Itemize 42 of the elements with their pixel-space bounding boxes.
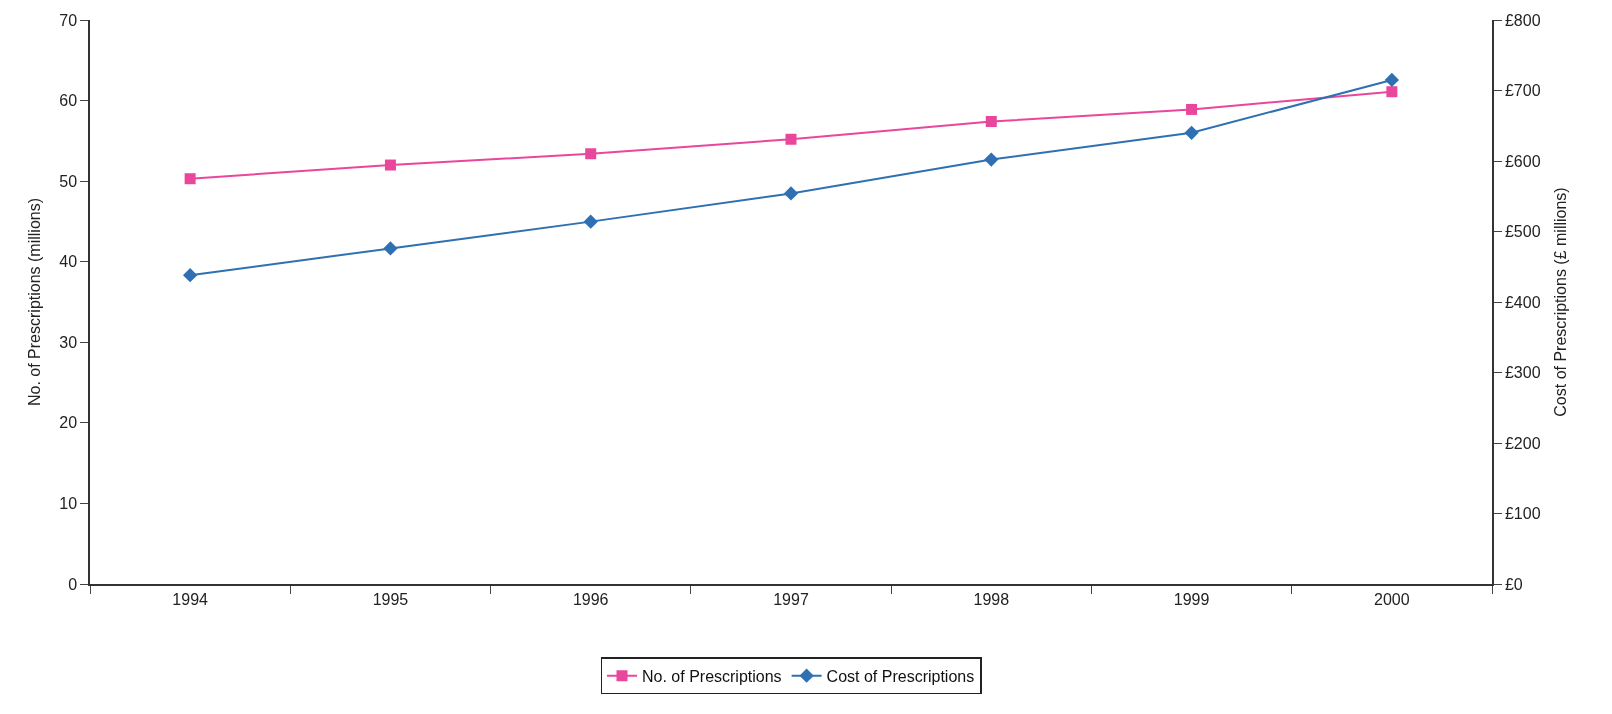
point [383,241,398,256]
y-tick-label: 40 [59,253,78,271]
y2-tick-label: £700 [1504,82,1541,100]
point [182,268,198,283]
y-tick-label: 30 [59,333,78,351]
y2-tick-label: £600 [1504,152,1541,170]
point [783,186,799,201]
x-tick-label: 2000 [1374,590,1410,608]
y-tick-label: 10 [59,495,78,513]
y-tick-label: 20 [59,414,78,432]
y2-tick-label: £0 [1504,575,1523,593]
point [785,133,797,145]
point [985,116,997,128]
y-tick-label: 50 [59,172,78,190]
y2-tick-label: £100 [1504,505,1541,523]
point [1384,72,1400,88]
point [1184,125,1199,140]
y-tick-label: 70 [59,11,78,29]
x-tick-label: 1995 [372,590,409,608]
x-tick-label: 1994 [172,590,209,608]
x-tick-label: 1999 [1173,590,1210,608]
point [1186,103,1198,115]
point [184,173,196,185]
x-tick-label: 1996 [572,590,609,608]
point [384,159,396,171]
y2-tick-label: £300 [1504,364,1541,382]
point [583,214,598,229]
legend-label: Cost of Prescriptions [826,667,975,685]
y2-tick-label: £200 [1504,434,1541,452]
x-tick-label: 1998 [973,590,1010,608]
legend-label: No. of Prescriptions [642,667,782,685]
point [585,148,597,160]
y-axis-title: No. of Prescriptions (millions) [25,197,43,407]
y-tick-label: 60 [59,92,78,110]
x-tick-label: 1997 [773,590,809,608]
y2-axis-title: Cost of Prescriptions (£ millions) [1551,187,1569,417]
y2-tick-label: £500 [1504,223,1541,241]
y2-tick-label: £400 [1504,293,1541,311]
y2-tick-label: £800 [1504,11,1541,29]
y-tick-label: 0 [68,575,78,593]
point [984,152,999,167]
point [1386,86,1398,98]
